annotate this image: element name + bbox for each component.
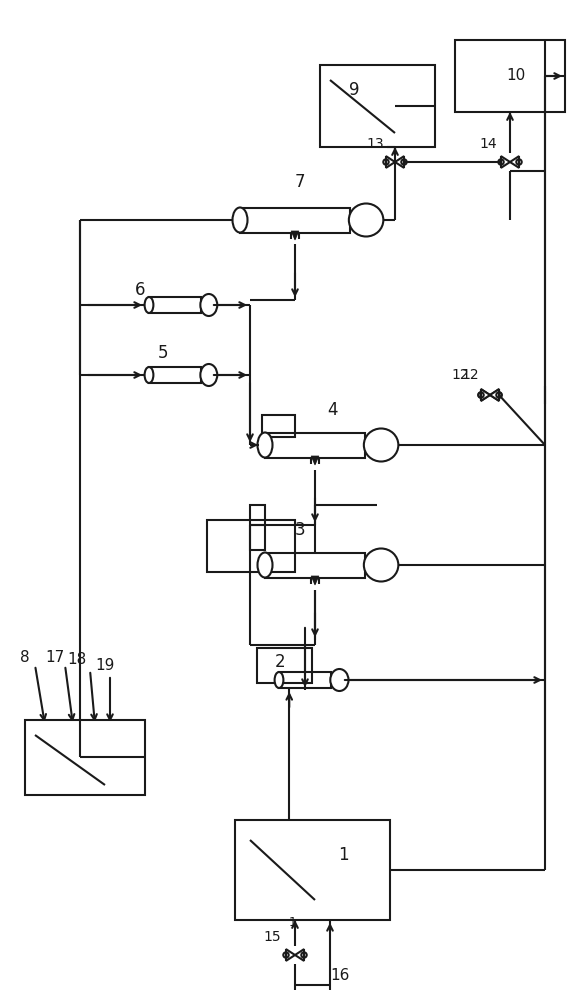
Polygon shape: [311, 576, 319, 585]
Ellipse shape: [257, 432, 273, 458]
Bar: [235, 820, 390, 920]
Bar: [320, 65, 435, 147]
Ellipse shape: [257, 552, 273, 578]
Text: 1: 1: [289, 916, 297, 930]
Text: 18: 18: [67, 652, 87, 668]
Text: 14: 14: [479, 137, 497, 151]
Bar: [257, 648, 312, 683]
Text: 12: 12: [461, 368, 479, 382]
Polygon shape: [501, 156, 510, 168]
Polygon shape: [395, 156, 404, 168]
Bar: [265, 552, 365, 578]
Polygon shape: [481, 389, 490, 401]
Text: 12: 12: [451, 368, 469, 382]
Polygon shape: [490, 389, 499, 401]
Bar: [240, 208, 350, 232]
Ellipse shape: [232, 208, 247, 232]
Bar: [265, 432, 365, 458]
Text: 16: 16: [331, 968, 350, 982]
Polygon shape: [481, 389, 490, 401]
Ellipse shape: [200, 364, 217, 386]
Text: 6: 6: [135, 281, 145, 299]
Text: 17: 17: [46, 650, 64, 666]
Text: 3: 3: [295, 521, 305, 539]
Text: 1: 1: [338, 846, 349, 864]
Ellipse shape: [349, 204, 383, 236]
Bar: [455, 40, 565, 112]
Bar: [149, 367, 201, 383]
Text: 8: 8: [20, 650, 30, 666]
Bar: [262, 415, 295, 437]
Bar: [207, 520, 295, 572]
Ellipse shape: [144, 367, 153, 383]
Polygon shape: [291, 231, 299, 240]
Polygon shape: [286, 949, 295, 961]
Polygon shape: [510, 156, 519, 168]
Ellipse shape: [200, 294, 217, 316]
Text: 13: 13: [366, 137, 384, 151]
Polygon shape: [311, 456, 319, 465]
Text: 4: 4: [328, 401, 338, 419]
Text: 5: 5: [158, 344, 168, 362]
Ellipse shape: [144, 297, 153, 313]
Text: 9: 9: [349, 81, 360, 99]
Ellipse shape: [364, 548, 398, 582]
Bar: [25, 720, 145, 795]
Ellipse shape: [274, 672, 283, 688]
Polygon shape: [386, 156, 395, 168]
Text: 7: 7: [295, 173, 305, 191]
Ellipse shape: [364, 428, 398, 462]
Text: 19: 19: [95, 658, 115, 672]
Text: 10: 10: [506, 68, 525, 84]
Bar: [149, 297, 201, 313]
Polygon shape: [490, 389, 499, 401]
Text: 2: 2: [275, 653, 285, 671]
Bar: [370, 558, 393, 572]
Bar: [355, 213, 377, 228]
Text: 15: 15: [263, 930, 281, 944]
Bar: [279, 672, 331, 688]
Bar: [370, 438, 393, 452]
Ellipse shape: [331, 669, 349, 691]
Bar: [250, 505, 265, 550]
Polygon shape: [295, 949, 304, 961]
